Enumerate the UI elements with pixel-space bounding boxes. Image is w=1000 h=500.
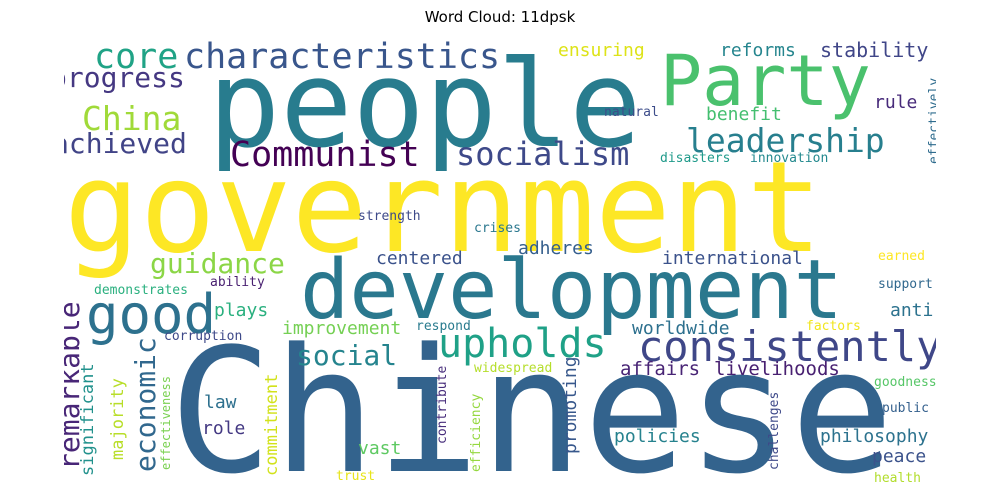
word-improvement: improvement	[282, 318, 402, 339]
word-goodness: goodness	[874, 375, 936, 390]
word-centered: centered	[376, 248, 463, 269]
word-guidance: guidance	[150, 247, 285, 280]
word-achieved: achieved	[64, 127, 187, 160]
word-benefit: benefit	[706, 104, 782, 125]
word-law: law	[204, 392, 237, 413]
word-factors: factors	[806, 319, 861, 334]
word-good: good	[86, 283, 217, 346]
word-development: development	[300, 243, 844, 338]
word-chinese: Chinese	[169, 311, 894, 491]
word-effectively: effectively	[927, 77, 936, 164]
word-crises: crises	[474, 221, 521, 236]
word-adheres: adheres	[518, 238, 594, 259]
word-reforms: reforms	[720, 40, 796, 61]
word-stability: stability	[820, 38, 929, 62]
word-significant: significant	[78, 363, 98, 476]
word-socialism: socialism	[456, 135, 630, 173]
word-demonstrates: demonstrates	[94, 283, 188, 298]
word-respond: respond	[416, 319, 471, 334]
word-worldwide: worldwide	[632, 318, 730, 339]
word-support: support	[878, 277, 933, 292]
word-cloud: government Chinese people development Pa…	[64, 30, 936, 490]
word-ability: ability	[210, 275, 265, 290]
word-government: government	[64, 134, 823, 281]
word-peace: peace	[872, 446, 927, 467]
word-leadership: leadership	[686, 121, 885, 160]
word-innovation: innovation	[750, 151, 829, 166]
word-public: public	[882, 401, 929, 416]
word-communist: Communist	[230, 135, 420, 175]
word-widespread: widespread	[474, 361, 553, 376]
word-consistently: consistently	[638, 322, 936, 371]
word-natural: natural	[604, 105, 659, 120]
word-characteristics: characteristics	[184, 37, 501, 77]
word-progress: progress	[64, 61, 185, 94]
word-livelihoods: livelihoods	[714, 358, 840, 380]
word-social: social	[296, 339, 398, 372]
word-promoting: promoting	[560, 356, 581, 454]
word-earned: earned	[878, 249, 925, 264]
word-efficiency: efficiency	[469, 393, 484, 472]
word-upholds: upholds	[438, 321, 607, 367]
word-rule: rule	[874, 92, 918, 113]
word-china: China	[82, 99, 182, 138]
word-health: health	[874, 471, 921, 486]
word-core: core	[94, 37, 179, 77]
word-trust: trust	[336, 469, 376, 484]
word-effectiveness: effectiveness	[159, 376, 173, 470]
chart-title: Word Cloud: 11dpsk	[424, 8, 576, 26]
word-affairs: affairs	[620, 358, 701, 380]
word-contribute: contribute	[435, 365, 450, 444]
word-challenges: challenges	[767, 391, 782, 470]
word-policies: policies	[614, 426, 701, 447]
word-international: international	[662, 248, 803, 269]
word-strength: strength	[358, 209, 421, 224]
word-anti: anti	[890, 300, 934, 321]
word-ensuring: ensuring	[558, 40, 645, 61]
word-disasters: disasters	[660, 151, 731, 166]
word-vast: vast	[358, 438, 402, 459]
word-philosophy: philosophy	[820, 426, 929, 447]
word-majority: majority	[108, 378, 128, 460]
word-economic: economic	[129, 337, 162, 472]
word-corruption: corruption	[164, 329, 243, 344]
word-people: people	[208, 36, 642, 175]
word-role: role	[202, 418, 246, 439]
word-commitment: commitment	[262, 373, 282, 476]
word-party: Party	[660, 40, 871, 122]
word-plays: plays	[214, 300, 269, 321]
